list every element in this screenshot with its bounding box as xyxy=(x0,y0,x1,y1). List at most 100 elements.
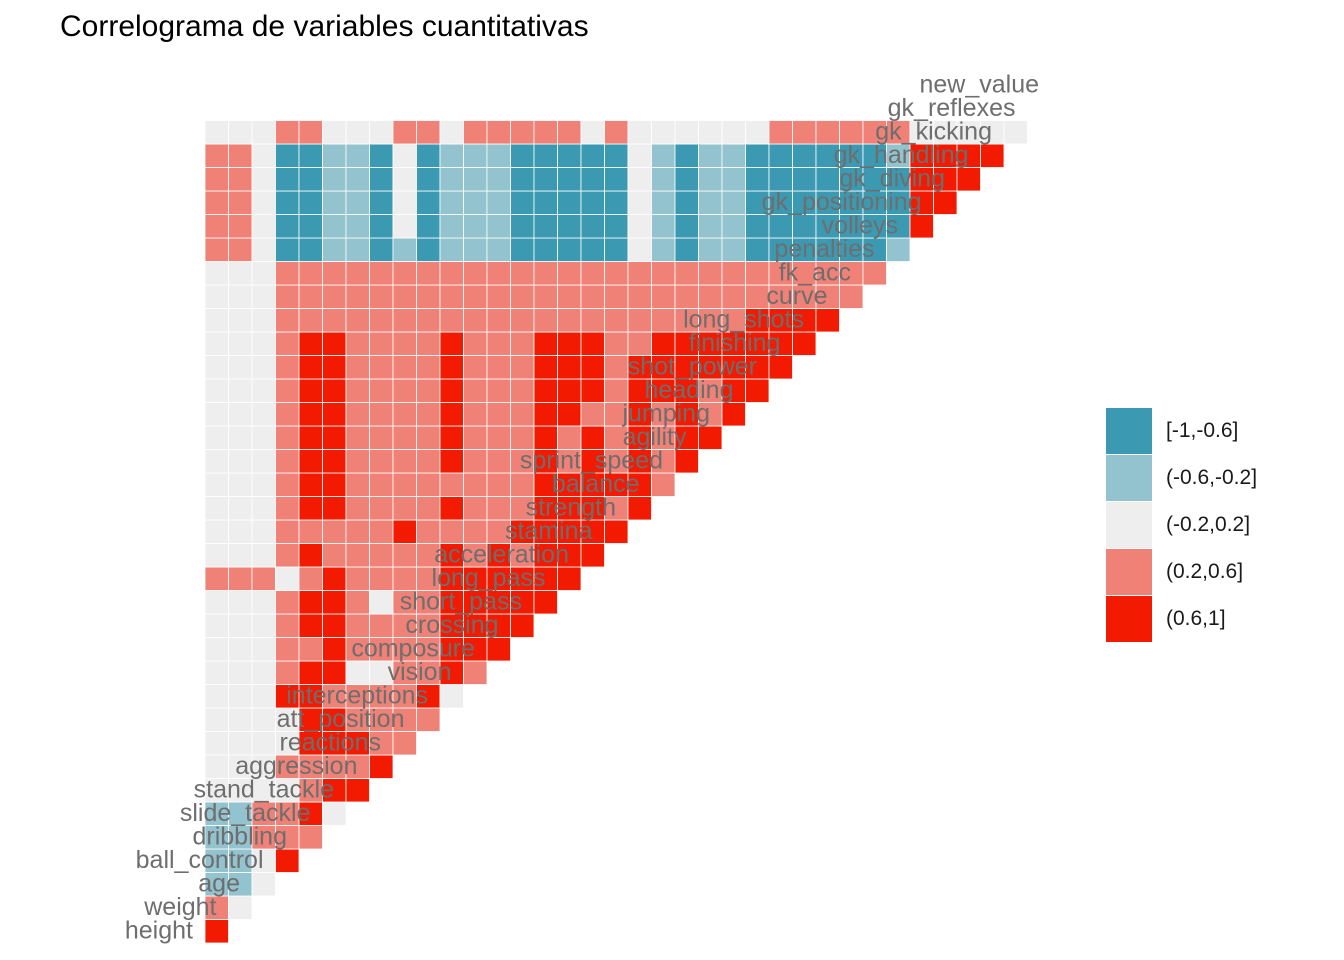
heatmap-cell xyxy=(298,214,323,239)
variable-label: new_value xyxy=(919,70,1039,98)
heatmap-cell xyxy=(651,284,676,309)
legend-swatch xyxy=(1106,455,1152,501)
heatmap-cell xyxy=(604,120,629,145)
heatmap-cell xyxy=(674,190,699,215)
heatmap-cell xyxy=(369,331,394,356)
heatmap-cell xyxy=(345,519,370,544)
heatmap-cell xyxy=(768,355,793,380)
heatmap-cell xyxy=(580,261,605,286)
variable-label: jumping xyxy=(621,399,710,427)
heatmap-cell xyxy=(204,425,229,450)
heatmap-cell xyxy=(486,308,511,333)
heatmap-cell xyxy=(204,331,229,356)
heatmap-cell xyxy=(369,590,394,615)
heatmap-cell xyxy=(392,472,417,497)
heatmap-cell xyxy=(275,472,300,497)
heatmap-cell xyxy=(463,355,488,380)
heatmap-cell xyxy=(416,284,441,309)
heatmap-cell xyxy=(416,261,441,286)
variable-label: fk_acc xyxy=(779,258,851,286)
heatmap-cell xyxy=(345,543,370,568)
heatmap-cell xyxy=(204,637,229,662)
heatmap-cell xyxy=(463,425,488,450)
heatmap-cell xyxy=(298,543,323,568)
heatmap-cell xyxy=(439,425,464,450)
heatmap-cell xyxy=(204,190,229,215)
heatmap-cell xyxy=(345,261,370,286)
variable-label: sprint_speed xyxy=(520,446,663,474)
heatmap-cell xyxy=(251,707,276,732)
heatmap-cell xyxy=(392,190,417,215)
variable-label: long_shots xyxy=(683,305,804,333)
heatmap-cell xyxy=(510,308,535,333)
heatmap-cell xyxy=(251,590,276,615)
heatmap-cell xyxy=(698,261,723,286)
heatmap-cell xyxy=(369,120,394,145)
heatmap-cell xyxy=(298,378,323,403)
heatmap-cell xyxy=(345,355,370,380)
heatmap-cell xyxy=(322,378,347,403)
variable-label: ball_control xyxy=(136,846,264,874)
heatmap-cell xyxy=(298,143,323,168)
variable-label: short_pass xyxy=(400,587,522,615)
legend-swatch xyxy=(1106,502,1152,548)
heatmap-cell xyxy=(322,613,347,638)
heatmap-cell xyxy=(204,566,229,591)
legend-label: (0.6,1] xyxy=(1166,607,1226,630)
heatmap-cell xyxy=(439,143,464,168)
heatmap-cell xyxy=(463,167,488,192)
heatmap-cell xyxy=(298,637,323,662)
heatmap-cell xyxy=(204,402,229,427)
heatmap-cell xyxy=(204,237,229,262)
heatmap-cell xyxy=(345,566,370,591)
heatmap-cell xyxy=(392,731,417,756)
heatmap-cell xyxy=(557,261,582,286)
heatmap-cell xyxy=(322,143,347,168)
heatmap-cell xyxy=(580,190,605,215)
variable-label: strength xyxy=(526,493,616,521)
heatmap-cell xyxy=(369,754,394,779)
heatmap-cell xyxy=(651,143,676,168)
heatmap-cell xyxy=(228,167,253,192)
heatmap-cell xyxy=(228,214,253,239)
heatmap-cell xyxy=(533,308,558,333)
heatmap-cell xyxy=(345,496,370,521)
heatmap-cell xyxy=(298,425,323,450)
heatmap-cell xyxy=(698,425,723,450)
heatmap-cell xyxy=(298,284,323,309)
heatmap-cell xyxy=(604,308,629,333)
heatmap-cell xyxy=(533,167,558,192)
heatmap-cell xyxy=(463,308,488,333)
heatmap-cell xyxy=(510,237,535,262)
heatmap-cell xyxy=(392,378,417,403)
heatmap-cell xyxy=(322,590,347,615)
heatmap-cell xyxy=(604,190,629,215)
heatmap-cell xyxy=(439,284,464,309)
heatmap-cell xyxy=(369,214,394,239)
heatmap-cell xyxy=(204,731,229,756)
heatmap-cell xyxy=(322,214,347,239)
heatmap-cell xyxy=(627,237,652,262)
heatmap-cell xyxy=(557,120,582,145)
variable-label: acceleration xyxy=(434,540,569,568)
variable-label: volleys xyxy=(822,211,898,239)
heatmap-cell xyxy=(392,284,417,309)
heatmap-cell xyxy=(463,214,488,239)
heatmap-cell xyxy=(416,378,441,403)
heatmap-cell xyxy=(674,237,699,262)
heatmap-cell xyxy=(604,519,629,544)
heatmap-cell xyxy=(275,284,300,309)
heatmap-cell xyxy=(228,284,253,309)
heatmap-cell xyxy=(674,214,699,239)
variable-label: finishing xyxy=(689,329,781,357)
variable-label: stamina xyxy=(505,517,593,545)
heatmap-cell xyxy=(204,378,229,403)
heatmap-cell xyxy=(698,214,723,239)
heatmap-cell xyxy=(322,190,347,215)
heatmap-cell xyxy=(298,261,323,286)
heatmap-cell xyxy=(392,543,417,568)
heatmap-cell xyxy=(463,284,488,309)
heatmap-cell xyxy=(604,143,629,168)
heatmap-cell xyxy=(416,308,441,333)
heatmap-cell xyxy=(627,496,652,521)
